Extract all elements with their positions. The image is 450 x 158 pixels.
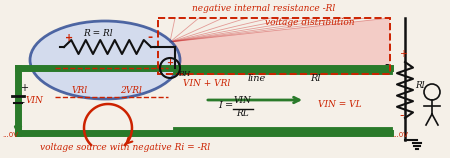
Bar [158,18,390,74]
Text: line: line [248,74,266,83]
Text: -: - [147,31,152,44]
Text: Rl: Rl [310,74,320,83]
Text: BH: BH [178,70,190,78]
Text: +: + [65,33,73,43]
Text: +: + [399,49,407,59]
Text: voltage source with negative Ri = -Rl: voltage source with negative Ri = -Rl [40,143,210,152]
Ellipse shape [30,21,180,99]
Text: VIN = VL: VIN = VL [318,100,362,109]
Text: ...0V: ...0V [2,132,18,138]
Text: negative internal resistance -Rl: negative internal resistance -Rl [192,4,335,13]
Text: voltage distribution: voltage distribution [265,18,355,27]
Text: R = Rl: R = Rl [83,29,113,38]
Text: VRl: VRl [72,86,88,95]
Text: ...0V: ...0V [392,132,408,138]
Text: Rl: Rl [415,81,425,90]
Text: 2VRl: 2VRl [120,86,142,95]
Text: VIN: VIN [26,96,44,105]
Text: RL: RL [236,109,249,118]
Text: +: + [20,83,28,93]
Text: -: - [399,109,404,122]
Text: VIN: VIN [234,96,252,105]
Polygon shape [170,18,390,72]
Text: +: + [166,58,174,67]
Text: I =: I = [218,101,233,110]
Text: VIN + VRl: VIN + VRl [183,79,230,88]
Text: -: - [384,12,388,25]
Text: -: - [384,58,388,71]
Text: -: - [20,97,24,107]
